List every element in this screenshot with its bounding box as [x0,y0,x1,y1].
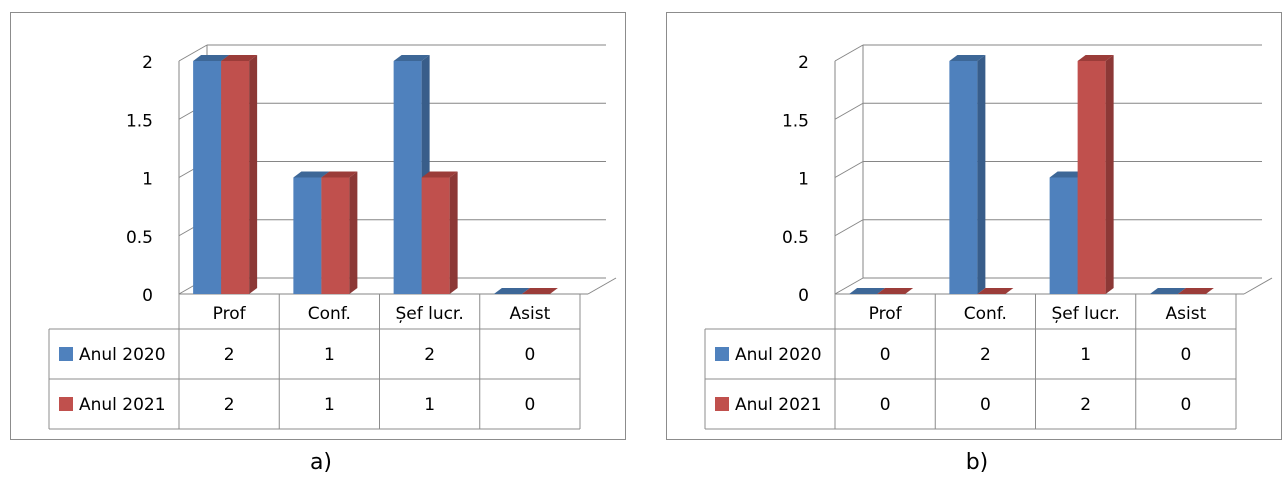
chart-0-bar-2-3-side [449,171,458,294]
chart-1-y-tick-label: 0 [798,286,809,306]
chart-1-bar-1-2-side [977,55,986,294]
chart-1-table-cell: 2 [980,345,991,365]
chart-0-bar-1-3 [393,61,422,294]
chart-1-gridline-side [834,219,864,237]
chart-0-table-cell: 2 [224,395,235,415]
chart-0-legend-label-2: Anul 2021 [79,395,166,415]
chart-0-y-tick-label: 2 [142,53,153,73]
chart-1-bar-1-3-top [1049,171,1086,178]
chart-panel-a: 0 0.5 1 1.5 2 Prof Conf. Șef lucr. Asist Anul 202… [10,12,626,440]
chart-1-bar-2-1-top [877,288,914,294]
chart-b-svg: 0 0.5 1 1.5 2 Prof Conf. Șef lucr. Asist Anul 202… [704,44,1273,430]
chart-1-gridline-side [834,161,864,178]
chart-0-table-cell: 1 [324,395,335,415]
chart-0-bar-1-2 [293,177,322,294]
chart-1-x-tick-label: Șef lucr. [1051,304,1119,324]
chart-0-bar-2-2 [321,177,350,294]
chart-1-gridline-side [834,102,864,120]
chart-1-legend-label-2: Anul 2021 [735,395,822,415]
chart-1-table-cell: 0 [1180,395,1191,415]
panel-caption-b: b) [965,450,989,475]
chart-1-table-cell: 0 [880,395,891,415]
chart-1-bar-1-4-top [1149,288,1186,294]
chart-0-bar-2-2-top [321,171,358,178]
chart-0-table-cell: 0 [524,395,535,415]
chart-1-bar-1-2-top [949,55,986,61]
chart-0-gridline-side [178,44,208,62]
chart-1-x-tick-label: Asist [1166,304,1207,324]
chart-0-table-cell: 1 [324,345,335,365]
chart-0-bar-2-2-side [349,171,358,294]
chart-0-table-cell: 2 [224,345,235,365]
chart-1-y-tick-label: 2 [798,53,809,73]
chart-panel-b: 0 0.5 1 1.5 2 Prof Conf. Șef lucr. Asist Anul 202… [666,12,1282,440]
chart-1-gridline-side [834,277,864,295]
chart-1-gridline-side [834,44,864,62]
chart-1-y-tick-label: 1 [798,170,809,190]
chart-0-legend-swatch-2 [59,397,73,411]
chart-0-x-tick-label: Șef lucr. [395,304,463,324]
chart-0-bar-2-1-top [221,55,258,61]
chart-1-bar-2-3-top [1077,55,1114,61]
chart-0-bar-1-3-top [393,55,430,61]
chart-a-svg: 0 0.5 1 1.5 2 Prof Conf. Șef lucr. Asist Anul 202… [48,44,617,430]
chart-1-bar-1-2 [949,61,978,294]
panel-caption-a: a) [309,450,333,475]
chart-1-table-cell: 0 [980,395,991,415]
chart-0-bar-1-1-top [193,55,230,61]
chart-0-x-tick-label: Conf. [308,304,351,324]
chart-1-y-tick-label: 1.5 [782,111,809,131]
chart-0-y-tick-label: 0.5 [126,228,153,248]
chart-1-table-cell: 2 [1080,395,1091,415]
chart-0-bar-2-4-top [521,288,558,294]
chart-1-x-tick-label: Conf. [964,304,1007,324]
chart-0-bar-2-3 [421,177,450,294]
chart-1-table-cell: 0 [880,345,891,365]
chart-0-y-tick-label: 0 [142,286,153,306]
chart-1-table-cell: 1 [1080,345,1091,365]
chart-1-bar-1-3 [1049,177,1078,294]
chart-1-bar-2-4-top [1177,288,1214,294]
chart-0-bar-1-4-top [493,288,530,294]
chart-0-floor-right [587,277,617,295]
chart-0-table-cell: 0 [524,345,535,365]
chart-0-bar-2-1-side [249,55,258,294]
chart-0-legend-label-1: Anul 2020 [79,345,166,365]
chart-1-floor-right [1243,277,1273,295]
chart-0-bar-2-3-top [421,171,458,178]
chart-1-legend-label-1: Anul 2020 [735,345,822,365]
chart-0-y-tick-label: 1 [142,170,153,190]
chart-1-table-cell: 0 [1180,345,1191,365]
chart-0-bar-2-1 [221,61,250,294]
chart-1-bar-2-3 [1077,61,1106,294]
chart-0-bar-1-1 [193,61,222,294]
chart-0-table-cell: 2 [424,345,435,365]
chart-0-legend-swatch-1 [59,347,73,361]
chart-0-bar-1-2-top [293,171,330,178]
chart-1-bar-2-3-side [1105,55,1114,294]
chart-1-bar-1-1-top [849,288,886,294]
chart-0-y-tick-label: 1.5 [126,111,153,131]
chart-1-x-tick-label: Prof [869,304,903,324]
chart-0-x-tick-label: Asist [510,304,551,324]
chart-0-table-cell: 1 [424,395,435,415]
chart-1-legend-swatch-2 [715,397,729,411]
chart-1-legend-swatch-1 [715,347,729,361]
chart-0-x-tick-label: Prof [213,304,247,324]
chart-1-y-tick-label: 0.5 [782,228,809,248]
chart-1-bar-2-2-top [977,288,1014,294]
